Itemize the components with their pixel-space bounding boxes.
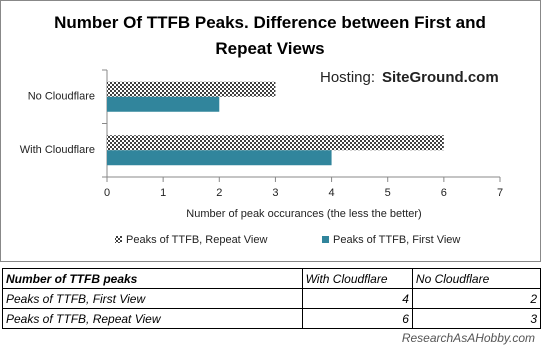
table-header-cell: Number of TTFB peaks (2, 268, 303, 289)
table-cell: 6 (301, 308, 413, 329)
chart-title: Number Of TTFB Peaks. Difference between… (54, 13, 486, 58)
table-cell: Peaks of TTFB, First View (2, 288, 303, 309)
y-tick-label: With Cloudflare (20, 144, 95, 156)
table-cell: 4 (301, 288, 413, 309)
table-header-cell: No Cloudflare (411, 268, 541, 289)
chart: Hosting: SiteGround.com Number of peak o… (20, 69, 503, 246)
bar (107, 81, 276, 97)
x-tick-label: 5 (385, 187, 391, 199)
x-tick-label: 6 (441, 187, 447, 199)
table-cell: 2 (411, 288, 541, 309)
legend-label: Peaks of TTFB, Repeat View (126, 234, 267, 246)
x-tick-label: 7 (497, 187, 503, 199)
table-cell: 3 (411, 308, 541, 329)
table-cell: Peaks of TTFB, Repeat View (2, 308, 303, 329)
data-table: Number of TTFB peaks With Cloudflare No Cl… (2, 268, 541, 329)
annotation-label: Hosting: (320, 69, 375, 86)
x-tick-label: 3 (272, 187, 278, 199)
bar (107, 96, 220, 112)
x-tick-label: 0 (104, 187, 110, 199)
x-tick-label: 2 (216, 187, 222, 199)
x-tick-label: 4 (329, 187, 335, 199)
legend-swatch (115, 236, 122, 243)
x-axis-label: Number of peak occurances (the less the … (186, 208, 421, 220)
x-tick-label: 1 (160, 187, 166, 199)
bar (107, 135, 444, 151)
annotation: SiteGround.com (382, 69, 499, 86)
legend-swatch (322, 236, 329, 243)
legend-label: Peaks of TTFB, First View (333, 234, 460, 246)
table-header-cell: With Cloudflare (301, 268, 413, 289)
table-row: Peaks of TTFB, Repeat View 6 3 (2, 308, 541, 329)
y-tick-label: No Cloudflare (28, 91, 95, 103)
bar (107, 150, 332, 166)
table-row: Peaks of TTFB, First View 4 2 (2, 288, 541, 309)
watermark: ResearchAsAHobby.com (401, 331, 535, 345)
table-row: Number of TTFB peaks With Cloudflare No Cl… (2, 268, 541, 289)
